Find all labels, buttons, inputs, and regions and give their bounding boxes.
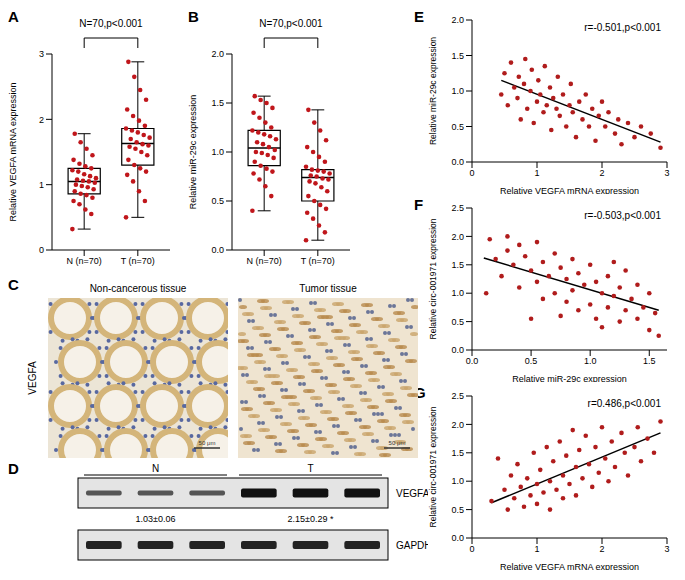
svg-text:N: N: [152, 464, 159, 474]
svg-text:VEGFA: VEGFA: [27, 361, 38, 395]
svg-text:GAPDH: GAPDH: [396, 540, 428, 551]
svg-text:2.15±0.29 *: 2.15±0.29 *: [288, 514, 334, 524]
html-text:G: G: [414, 384, 426, 401]
html-text:N=70,p<0.001: N=70,p<0.001: [79, 18, 143, 29]
svg-text:2.0: 2.0: [451, 420, 464, 430]
svg-text:1.5: 1.5: [643, 356, 656, 366]
svg-text:N (n=70): N (n=70): [67, 256, 102, 266]
svg-text:Relative VEGFA mRNA expression: Relative VEGFA mRNA expression: [500, 186, 639, 194]
html-text:E: E: [414, 8, 424, 25]
svg-text:3: 3: [664, 168, 669, 178]
svg-text:Relative miR-29c expression: Relative miR-29c expression: [428, 37, 438, 145]
svg-text:1: 1: [39, 180, 44, 190]
svg-text:2.0: 2.0: [451, 15, 464, 25]
svg-text:1.0: 1.0: [211, 147, 224, 157]
svg-text:50 μm: 50 μm: [199, 440, 216, 446]
svg-text:0.5: 0.5: [451, 122, 464, 132]
svg-text:0.5: 0.5: [211, 196, 224, 206]
svg-text:Relative circ-001971 expressio: Relative circ-001971 expression: [428, 406, 438, 527]
svg-text:T (n=70): T (n=70): [121, 256, 155, 266]
svg-text:2: 2: [599, 544, 604, 554]
svg-text:0.0: 0.0: [466, 356, 479, 366]
html-text:D: D: [8, 460, 19, 477]
svg-text:1: 1: [534, 168, 539, 178]
svg-text:1.0: 1.0: [451, 86, 464, 96]
html-text:N=70,p<0.001: N=70,p<0.001: [259, 18, 323, 29]
svg-text:3: 3: [39, 49, 44, 59]
svg-text:1.5: 1.5: [451, 448, 464, 458]
svg-text:N (n=70): N (n=70): [247, 256, 282, 266]
svg-text:1.5: 1.5: [451, 51, 464, 61]
svg-text:Relative VEGFA mRNA expression: Relative VEGFA mRNA expression: [500, 562, 639, 570]
svg-text:Non-cancerous tissue: Non-cancerous tissue: [90, 283, 187, 294]
svg-text:T (n=70): T (n=70): [301, 256, 335, 266]
html-text:r=0.486,p<0.001: r=0.486,p<0.001: [587, 398, 661, 409]
svg-text:0.0: 0.0: [451, 157, 464, 167]
svg-text:1.0: 1.0: [451, 288, 464, 298]
svg-text:0.0: 0.0: [451, 345, 464, 355]
svg-text:VEGFA: VEGFA: [396, 488, 428, 499]
svg-text:0.0: 0.0: [211, 245, 224, 255]
svg-text:0: 0: [469, 168, 474, 178]
svg-text:0.5: 0.5: [525, 356, 538, 366]
svg-text:0: 0: [469, 544, 474, 554]
html-text:r=-0.501,p<0.001: r=-0.501,p<0.001: [584, 22, 661, 33]
svg-text:Relative VEGFA mRNA expression: Relative VEGFA mRNA expression: [8, 82, 18, 221]
html-text:B: B: [188, 8, 199, 25]
svg-text:0.5: 0.5: [451, 317, 464, 327]
svg-text:2: 2: [39, 115, 44, 125]
svg-text:T: T: [307, 464, 313, 474]
html-text:r=-0.503,p<0.001: r=-0.503,p<0.001: [584, 210, 661, 221]
svg-text:50 μm: 50 μm: [389, 440, 406, 446]
html-text:A: A: [8, 8, 19, 25]
html-text:C: C: [8, 276, 19, 293]
svg-text:2.5: 2.5: [451, 391, 464, 401]
svg-text:1.0: 1.0: [451, 476, 464, 486]
svg-text:2.5: 2.5: [451, 203, 464, 213]
svg-text:1.5: 1.5: [451, 260, 464, 270]
svg-text:3: 3: [664, 544, 669, 554]
svg-text:1: 1: [534, 544, 539, 554]
svg-text:2.0: 2.0: [451, 232, 464, 242]
svg-text:2: 2: [599, 168, 604, 178]
svg-text:2.0: 2.0: [211, 49, 224, 59]
svg-text:0.5: 0.5: [451, 505, 464, 515]
svg-text:0.0: 0.0: [451, 533, 464, 543]
svg-text:Relative circ-001971 expressio: Relative circ-001971 expression: [428, 218, 438, 339]
html-text:F: F: [414, 196, 424, 213]
svg-text:1.0: 1.0: [584, 356, 597, 366]
svg-text:1.03±0.06: 1.03±0.06: [136, 514, 176, 524]
svg-text:Tumor tissue: Tumor tissue: [299, 283, 357, 294]
svg-text:Relative miR-29c expression: Relative miR-29c expression: [188, 95, 198, 210]
svg-text:1.5: 1.5: [211, 98, 224, 108]
svg-text:Relative miR-29c expression: Relative miR-29c expression: [512, 374, 627, 382]
svg-text:0: 0: [39, 245, 44, 255]
